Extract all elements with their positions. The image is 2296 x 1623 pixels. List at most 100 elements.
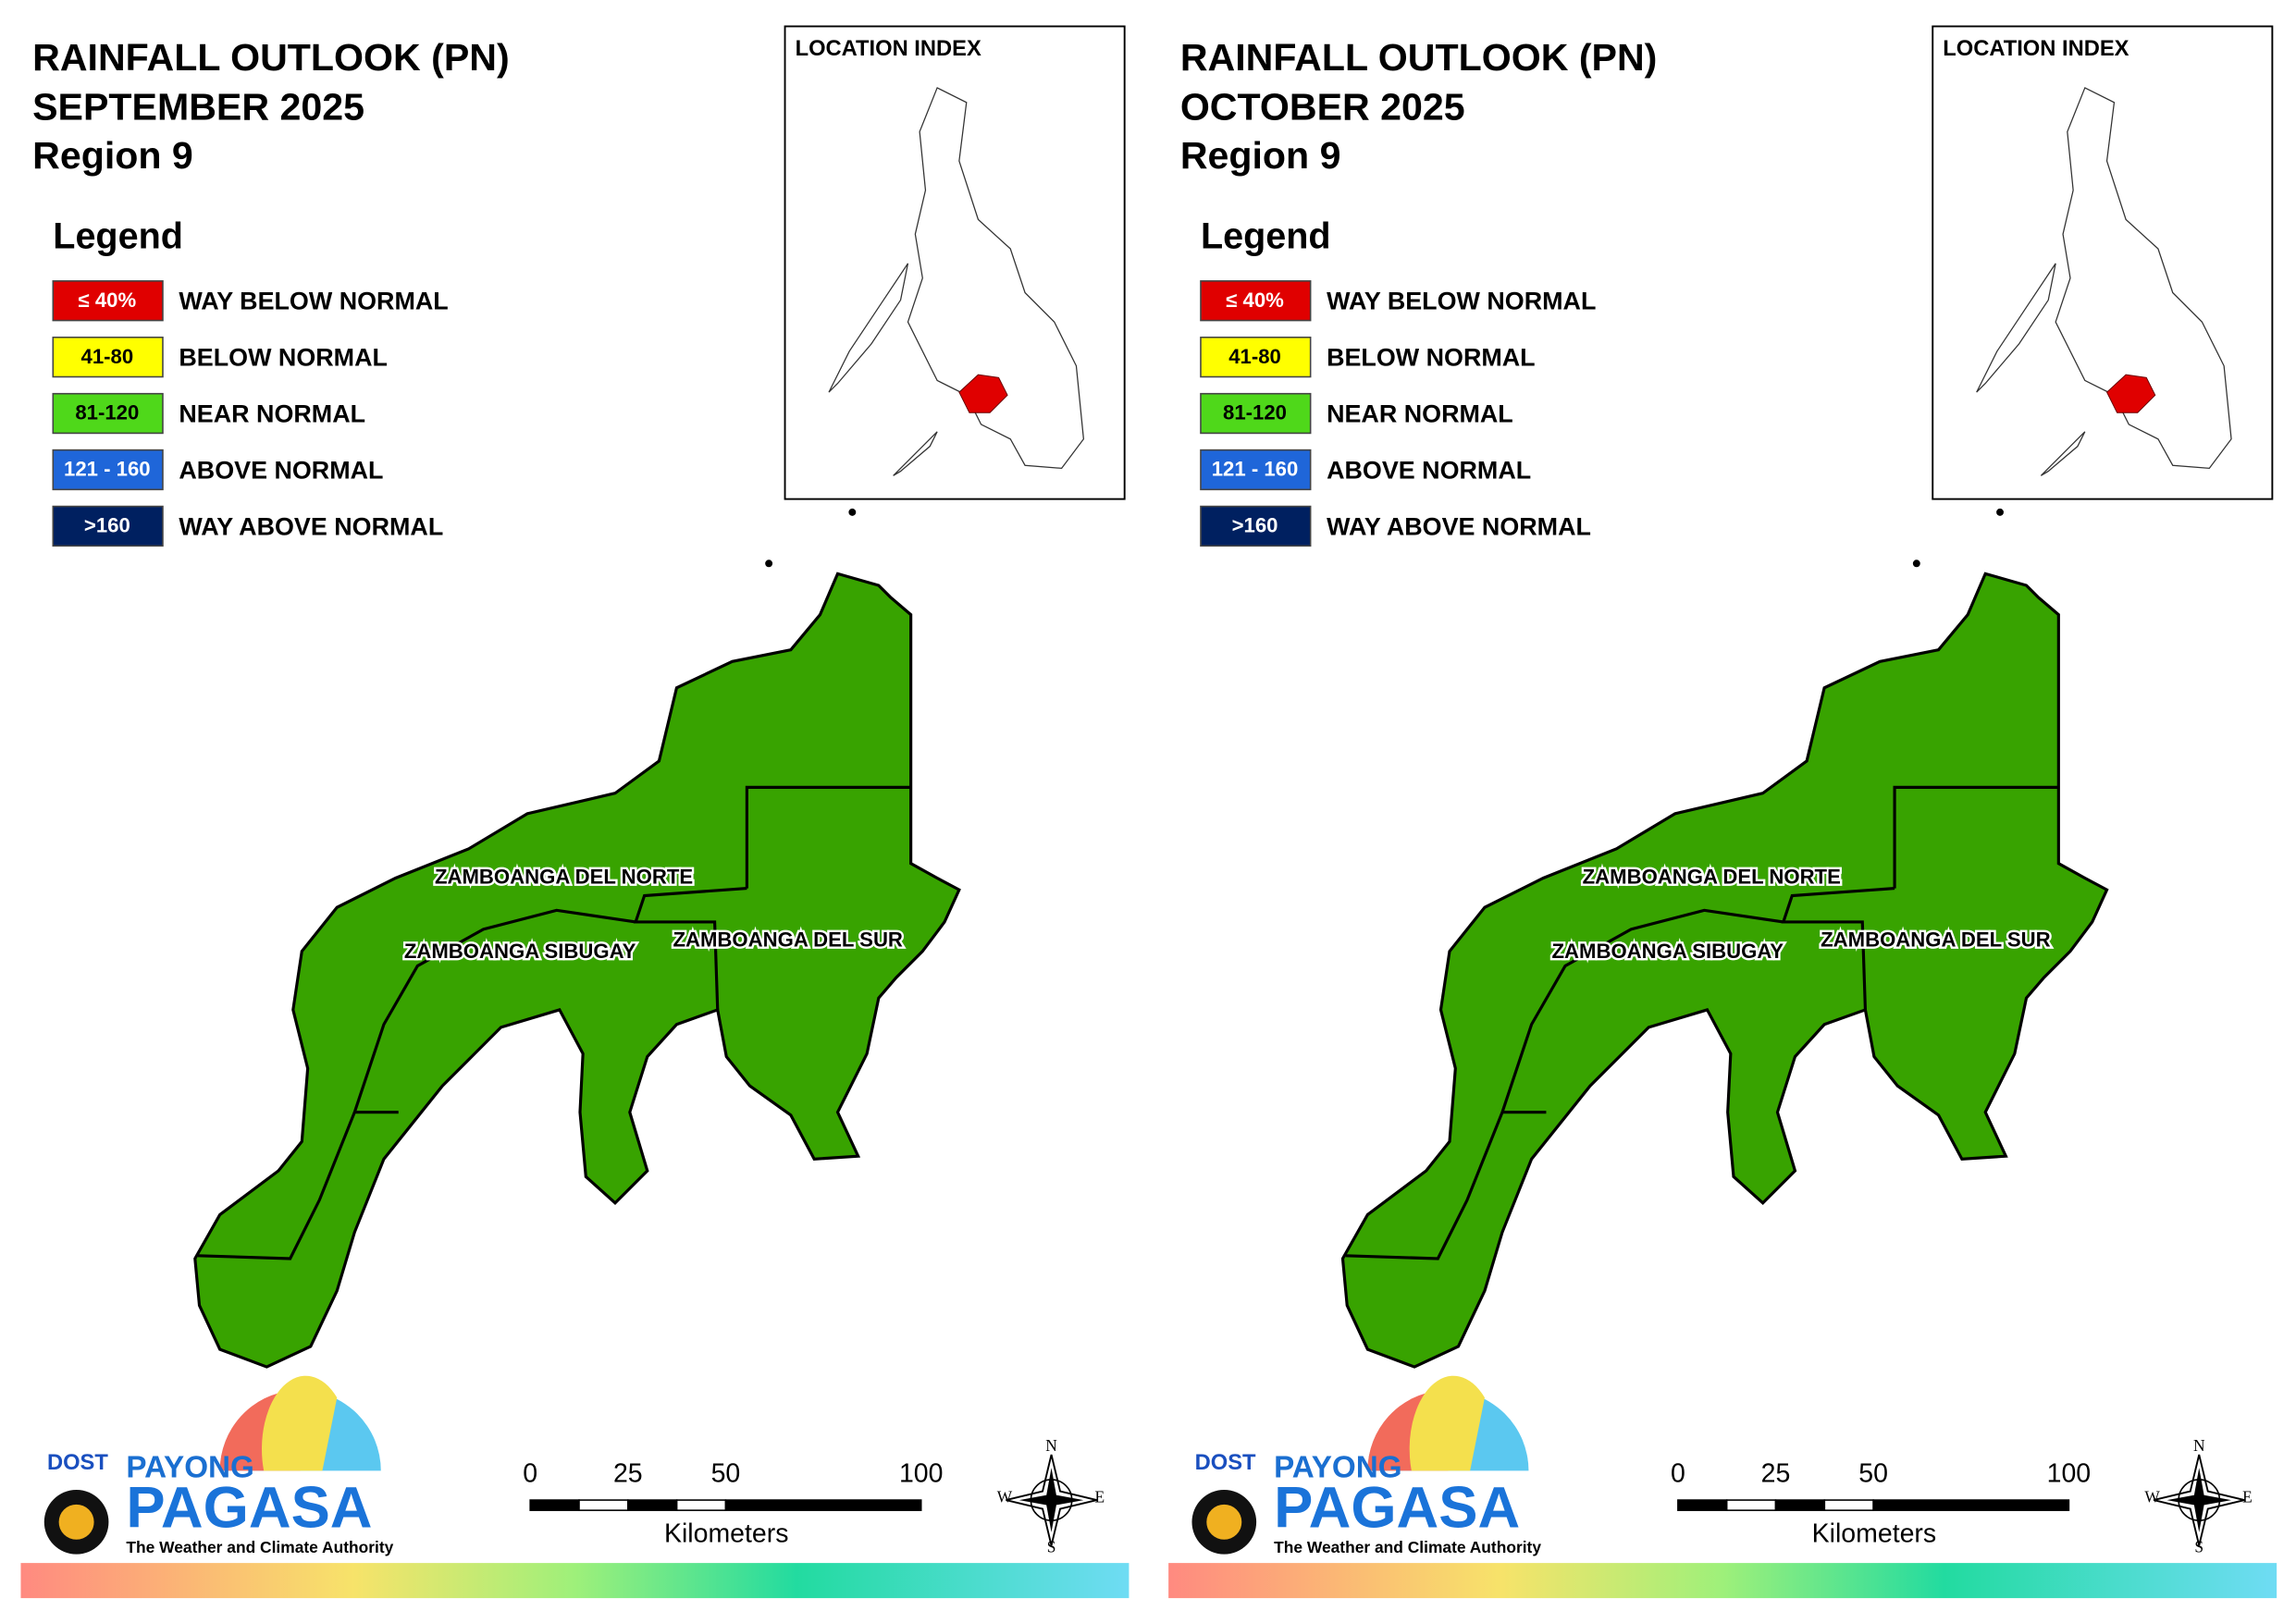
logo-agency: DOST xyxy=(47,1451,108,1475)
scale-unit: Kilometers xyxy=(1812,1519,1936,1549)
panel: RAINFALL OUTLOOK (PN) OCTOBER 2025 Region … xyxy=(1168,25,2277,1599)
location-title: LOCATION INDEX xyxy=(796,37,981,61)
logo-umbrella-mid xyxy=(1409,1375,1485,1471)
logo-brand: PAGASA xyxy=(126,1475,372,1540)
logo-agency: DOST xyxy=(1195,1451,1256,1475)
legend-range: ≤ 40% xyxy=(1226,289,1284,312)
logo-brand-top: PAYONG xyxy=(1274,1451,1401,1485)
legend-swatch xyxy=(52,336,164,378)
scale-tick: 25 xyxy=(613,1459,643,1489)
legend-range: 81-120 xyxy=(1223,401,1287,424)
legend-label: WAY BELOW NORMAL xyxy=(1327,288,1596,315)
scale-tick: 50 xyxy=(1858,1459,1888,1489)
compass-letter: S xyxy=(1047,1537,1056,1555)
islet xyxy=(1912,559,1920,568)
logo-tagline: The Weather and Climate Authority xyxy=(126,1538,393,1556)
region-map xyxy=(1340,572,2109,1369)
legend-swatch xyxy=(52,505,164,547)
legend-range: >160 xyxy=(84,514,130,537)
logo-seal-center xyxy=(58,1504,94,1540)
legend-range: 121 - 160 xyxy=(1212,458,1299,481)
scale-unit: Kilometers xyxy=(664,1519,788,1549)
legend-title: Legend xyxy=(1201,215,1331,256)
scale-tick: 100 xyxy=(2047,1459,2092,1489)
compass-inner xyxy=(2166,1468,2232,1532)
legend-swatch xyxy=(1200,505,1312,547)
logo-tagline: The Weather and Climate Authority xyxy=(1274,1538,1541,1556)
logo-seal-center xyxy=(1206,1504,1242,1540)
province-label: ZAMBOANGA DEL SUR xyxy=(1821,928,2050,951)
legend-range: 41-80 xyxy=(1228,345,1281,368)
location-title: LOCATION INDEX xyxy=(1943,37,2129,61)
islet xyxy=(848,508,857,516)
legend-range: >160 xyxy=(1232,514,1278,537)
province-boundary xyxy=(197,785,911,1260)
legend-swatch xyxy=(1200,280,1312,322)
compass-ring xyxy=(2178,1479,2221,1522)
logo-brand-top: PAYONG xyxy=(126,1451,253,1485)
logo-umbrella-mid xyxy=(262,1375,338,1471)
legend-title: Legend xyxy=(53,215,183,256)
scale-tick: 50 xyxy=(711,1459,741,1489)
legend-label: BELOW NORMAL xyxy=(1327,344,1536,372)
legend-swatch xyxy=(1200,336,1312,378)
philippines xyxy=(828,87,1085,476)
compass-letter: E xyxy=(1094,1487,1105,1506)
legend-swatch xyxy=(52,280,164,322)
compass-letter: W xyxy=(997,1487,1013,1506)
legend-swatch xyxy=(1200,449,1312,491)
scale-segment xyxy=(724,1499,922,1511)
islet xyxy=(765,559,773,568)
month: SEPTEMBER 2025 xyxy=(32,86,364,129)
title: RAINFALL OUTLOOK (PN) xyxy=(32,36,510,79)
compass-ring xyxy=(1030,1479,1073,1522)
scale-segment xyxy=(1677,1499,1728,1511)
region: Region 9 xyxy=(32,134,193,177)
legend-swatch xyxy=(52,392,164,435)
scale-segment xyxy=(578,1499,629,1511)
scale-segment xyxy=(1872,1499,2070,1511)
legend-label: WAY ABOVE NORMAL xyxy=(1327,512,1591,540)
province-label: ZAMBOANGA DEL SUR xyxy=(673,928,902,951)
scale-segment xyxy=(675,1499,727,1511)
scale-segment xyxy=(1823,1499,1874,1511)
region-highlight xyxy=(958,374,1008,413)
month: OCTOBER 2025 xyxy=(1180,86,1465,129)
scale-segment xyxy=(627,1499,678,1511)
legend-label: WAY BELOW NORMAL xyxy=(179,288,448,315)
scale-tick: 25 xyxy=(1761,1459,1791,1489)
legend-label: ABOVE NORMAL xyxy=(179,456,383,484)
legend-range: 41-80 xyxy=(81,345,134,368)
compass-letter: S xyxy=(2194,1537,2203,1555)
philippines xyxy=(1976,87,2232,476)
province-label: ZAMBOANGA SIBUGAY xyxy=(1552,940,1784,963)
legend-range: ≤ 40% xyxy=(79,289,137,312)
panel: RAINFALL OUTLOOK (PN) SEPTEMBER 2025 Regio… xyxy=(20,25,1129,1599)
compass-letter: N xyxy=(2193,1436,2205,1455)
region-highlight xyxy=(2105,374,2156,413)
compass-letter: N xyxy=(1045,1436,1057,1455)
scale-segment xyxy=(1774,1499,1826,1511)
islet xyxy=(1996,508,2004,516)
province-label: ZAMBOANGA SIBUGAY xyxy=(404,940,636,963)
province-label: ZAMBOANGA DEL NORTE xyxy=(1583,865,1841,888)
legend-label: NEAR NORMAL xyxy=(179,400,365,428)
logo-brand: PAGASA xyxy=(1274,1475,1520,1540)
compass-letter: E xyxy=(2242,1487,2253,1506)
legend-range: 81-120 xyxy=(75,401,139,424)
scale-segment xyxy=(529,1499,580,1511)
compass-inner xyxy=(1018,1468,1084,1532)
legend-range: 121 - 160 xyxy=(64,458,151,481)
color-band xyxy=(1168,1563,2277,1599)
region-map xyxy=(193,572,961,1369)
legend-label: BELOW NORMAL xyxy=(179,344,388,372)
legend-label: WAY ABOVE NORMAL xyxy=(179,512,443,540)
compass-letter: W xyxy=(2144,1487,2160,1506)
title: RAINFALL OUTLOOK (PN) xyxy=(1180,36,1658,79)
legend-label: NEAR NORMAL xyxy=(1327,400,1513,428)
province-boundary xyxy=(1345,785,2059,1260)
scale-tick: 0 xyxy=(1671,1459,1685,1489)
legend-swatch xyxy=(1200,392,1312,435)
scale-segment xyxy=(1725,1499,1777,1511)
